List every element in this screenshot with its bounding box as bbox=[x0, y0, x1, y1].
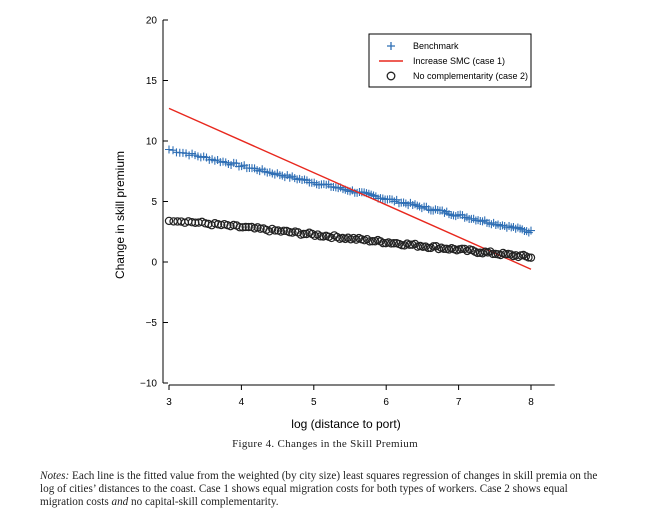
data-point bbox=[362, 234, 372, 244]
data-point bbox=[431, 242, 441, 251]
data-point bbox=[327, 233, 336, 243]
data-point bbox=[439, 244, 449, 254]
data-point bbox=[368, 237, 377, 246]
legend-label: Benchmark bbox=[413, 41, 459, 51]
data-point bbox=[285, 227, 294, 237]
legend-label: Increase SMC (case 1) bbox=[413, 56, 505, 66]
data-point bbox=[235, 223, 244, 232]
data-point bbox=[451, 212, 460, 221]
data-point bbox=[270, 226, 280, 235]
data-point bbox=[513, 223, 522, 232]
data-point bbox=[279, 226, 288, 235]
y-tick-label: −10 bbox=[140, 379, 157, 390]
y-axis-title: Change in skill premium bbox=[113, 151, 127, 279]
x-tick-label: 3 bbox=[166, 397, 172, 408]
data-point bbox=[378, 238, 388, 248]
data-point bbox=[316, 232, 325, 241]
data-point bbox=[165, 145, 173, 154]
y-tick-label: 5 bbox=[151, 197, 157, 208]
series-2 bbox=[164, 216, 536, 262]
data-point bbox=[238, 223, 247, 232]
figure-caption: Figure 4. Changes in the Skill Premium bbox=[232, 438, 418, 450]
data-point bbox=[244, 222, 253, 232]
data-point bbox=[389, 239, 399, 248]
notes-text: Each line is the fitted value from the w… bbox=[40, 470, 598, 508]
data-point bbox=[418, 242, 428, 252]
legend-marker bbox=[386, 71, 396, 81]
data-point bbox=[501, 249, 510, 259]
notes-label: Notes: bbox=[40, 470, 70, 482]
data-point bbox=[488, 249, 498, 259]
y-tick-label: 15 bbox=[146, 76, 158, 87]
data-point bbox=[405, 240, 414, 249]
x-tick-label: 7 bbox=[456, 397, 462, 408]
figure-notes: Notes: Each line is the fitted value fro… bbox=[40, 470, 612, 509]
data-point bbox=[478, 217, 487, 226]
y-tick-label: 10 bbox=[146, 137, 158, 148]
plot-area bbox=[164, 107, 536, 270]
chart-figure: 20 15 10 5 0 −5 −10 3 4 5 6 7 8 Benchmark Increase SM… bbox=[113, 16, 555, 431]
x-axis-title: log (distance to port) bbox=[291, 417, 400, 431]
x-tick-label: 6 bbox=[383, 397, 389, 408]
notes-emphasis: and bbox=[111, 496, 129, 508]
x-tick-label: 8 bbox=[528, 397, 534, 408]
data-point bbox=[423, 243, 433, 253]
notes-tail: no capital-skill complementarity. bbox=[128, 496, 279, 508]
data-point bbox=[429, 242, 438, 251]
y-tick-label: 20 bbox=[146, 16, 158, 27]
legend: Benchmark Increase SMC (case 1) No complem… bbox=[368, 33, 532, 88]
series-0 bbox=[165, 145, 535, 237]
legend-label: No complementarity (case 2) bbox=[413, 71, 528, 81]
data-point bbox=[526, 253, 536, 262]
data-point bbox=[241, 222, 250, 232]
data-point bbox=[486, 247, 495, 256]
data-point bbox=[256, 224, 265, 233]
data-point bbox=[410, 239, 420, 249]
data-point bbox=[365, 237, 374, 246]
series-line bbox=[168, 107, 532, 270]
data-point bbox=[397, 241, 407, 250]
x-tick-label: 5 bbox=[311, 397, 317, 408]
axes: 20 15 10 5 0 −5 −10 3 4 5 6 7 8 bbox=[140, 16, 555, 408]
x-tick-label: 4 bbox=[239, 397, 245, 408]
data-point bbox=[164, 216, 174, 226]
y-tick-label: 0 bbox=[151, 258, 157, 269]
legend-marker bbox=[387, 42, 395, 50]
data-point bbox=[299, 229, 308, 239]
data-point bbox=[494, 220, 503, 229]
y-tick-label: −5 bbox=[146, 318, 158, 329]
data-point bbox=[386, 239, 396, 248]
series-1 bbox=[168, 107, 532, 270]
data-point bbox=[473, 248, 482, 258]
data-point bbox=[460, 244, 469, 254]
data-point bbox=[527, 226, 535, 235]
